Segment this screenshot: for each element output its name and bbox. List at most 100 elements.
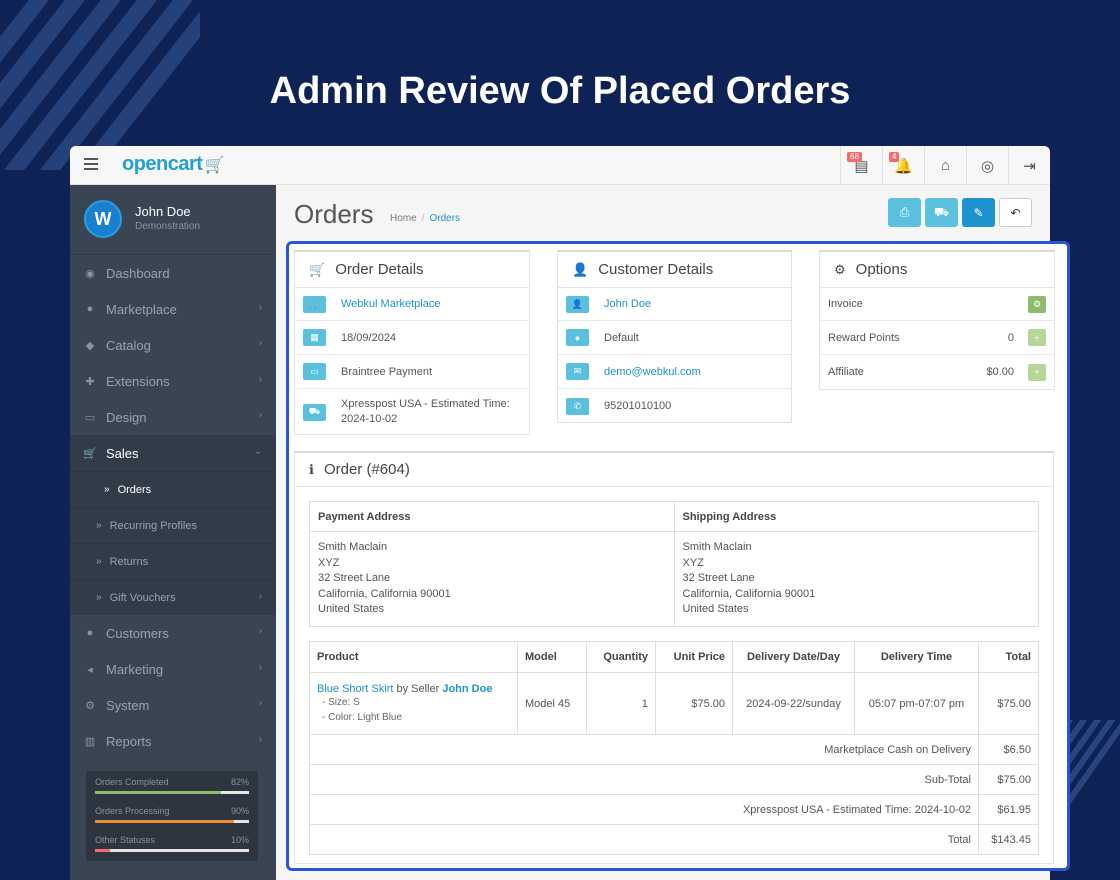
nav-extensions[interactable]: ✚ Extensions ›: [70, 363, 276, 399]
sidebar: W John Doe Demonstration ◉ Dashboard ● Mar…: [70, 185, 276, 880]
top-bar: opencart 🛒 68 ▤ 4 🔔 ⌂ ◎ ⇥: [70, 146, 1050, 185]
nav-sales-returns[interactable]: » Returns: [70, 543, 276, 579]
page-actions: ⎙ ⛟ ✎ ↶: [888, 198, 1032, 227]
user-icon: ●: [86, 627, 94, 639]
store-alerts-icon[interactable]: 68 ▤: [840, 146, 882, 185]
truck-icon: ⛟: [933, 204, 950, 219]
customer-email-link[interactable]: demo@webkul.com: [604, 365, 701, 378]
nav-dashboard[interactable]: ◉ Dashboard: [70, 255, 276, 291]
address-table: Payment Address Shipping Address Smith M…: [309, 501, 1039, 627]
store-link[interactable]: Webkul Marketplace: [341, 298, 441, 310]
user-profile[interactable]: W John Doe Demonstration: [70, 185, 276, 255]
payment-address: Smith Maclain XYZ 32 Street Lane California…: [309, 531, 675, 627]
stat-bar-fill: [95, 820, 234, 823]
product-link[interactable]: Blue Short Skirt: [317, 682, 394, 695]
generate-invoice-button[interactable]: ⚙: [1028, 295, 1046, 313]
col-unit-price: Unit Price: [655, 641, 733, 673]
dashboard-icon: ◉: [85, 267, 95, 280]
table-row: Blue Short Skirt by Seller John Doe - Si…: [309, 672, 1039, 735]
edit-button[interactable]: ✎: [962, 198, 995, 227]
page-title: Orders: [294, 199, 374, 229]
product-cell: Blue Short Skirt by Seller John Doe - Si…: [309, 672, 518, 735]
logout-icon[interactable]: ⇥: [1008, 146, 1050, 185]
nav-reports[interactable]: ▥ Reports ›: [70, 723, 276, 759]
order-stats: Orders Completed 82% Orders Processing 9…: [86, 771, 258, 861]
breadcrumb-home[interactable]: Home: [390, 213, 417, 224]
double-chevron-icon: »: [96, 592, 102, 603]
totals-label: Marketplace Cash on Delivery: [309, 734, 979, 765]
bell-icon[interactable]: 4 🔔: [882, 146, 924, 185]
print-icon: ⎙: [899, 205, 910, 219]
nav-marketing[interactable]: ◂ Marketing ›: [70, 651, 276, 687]
seller-link[interactable]: John Doe: [442, 682, 493, 695]
nav-sales-orders[interactable]: » Orders: [70, 471, 276, 507]
product-total: $75.00: [978, 672, 1039, 735]
bar-chart-icon: ▥: [84, 735, 96, 748]
stat-bar-fill: [95, 849, 111, 852]
breadcrumb-current[interactable]: Orders: [429, 213, 461, 224]
totals-row: Marketplace Cash on Delivery $6.50: [309, 734, 1039, 765]
totals-value: $143.45: [978, 824, 1039, 855]
user-name: John Doe: [135, 204, 191, 219]
chevron-right-icon: ›: [258, 338, 262, 349]
group-icon[interactable]: ●: [566, 329, 589, 346]
date-added: 18/09/2024: [341, 331, 397, 344]
chevron-right-icon: ›: [258, 662, 262, 673]
print-invoice-button[interactable]: ⎙: [888, 198, 921, 227]
opencart-logo[interactable]: opencart 🛒: [122, 153, 224, 175]
home-icon[interactable]: ⌂: [924, 146, 966, 185]
col-model: Model: [517, 641, 587, 673]
totals-row: Total $143.45: [309, 824, 1039, 855]
col-quantity: Quantity: [586, 641, 656, 673]
product-quantity: 1: [586, 672, 656, 735]
chevron-right-icon: ›: [258, 302, 262, 313]
print-shipping-button[interactable]: ⛟: [925, 198, 958, 227]
reply-icon: ↶: [1010, 205, 1021, 220]
options-title: Options: [855, 261, 908, 278]
shipping-method: Xpresspost USA - Estimated Time: 2024-10-…: [341, 398, 510, 425]
help-icon[interactable]: ◎: [966, 146, 1008, 185]
col-delivery-date: Delivery Date/Day: [732, 641, 855, 673]
shipping-address-heading: Shipping Address: [673, 501, 1039, 532]
add-reward-button[interactable]: +: [1028, 329, 1046, 346]
customer-name-link[interactable]: John Doe: [604, 298, 652, 310]
nav-system[interactable]: ⚙ System ›: [70, 687, 276, 723]
stat-item: Orders Processing 90%: [95, 806, 249, 826]
chevron-right-icon: ›: [258, 626, 262, 637]
totals-value: $6.50: [978, 734, 1039, 765]
store-button[interactable]: 🛒: [303, 295, 326, 313]
back-button[interactable]: ↶: [999, 198, 1032, 227]
calendar-icon[interactable]: ▦: [303, 329, 326, 346]
double-chevron-icon: »: [96, 520, 102, 531]
product-unit-price: $75.00: [655, 672, 733, 735]
envelope-icon[interactable]: ✉: [566, 363, 589, 380]
avatar: W: [84, 200, 122, 238]
invoice-label: Invoice: [828, 298, 863, 310]
nav-sales-vouchers[interactable]: » Gift Vouchers ›: [70, 579, 276, 615]
credit-card-icon[interactable]: ▭: [303, 363, 326, 380]
nav-customers[interactable]: ● Customers ›: [70, 615, 276, 651]
nav-sales[interactable]: 🛒 Sales ⌄: [70, 435, 276, 471]
nav-marketplace[interactable]: ● Marketplace ›: [70, 291, 276, 327]
nav-design[interactable]: ▭ Design ›: [70, 399, 276, 435]
cart-logo-icon: 🛒: [204, 157, 224, 174]
totals-label: Xpresspost USA - Estimated Time: 2024-10…: [309, 794, 979, 825]
add-commission-button[interactable]: +: [1028, 363, 1046, 381]
product-option-color: - Color: Light Blue: [322, 711, 403, 723]
chevron-right-icon: ›: [258, 591, 262, 602]
gear-icon: ⚙: [834, 261, 846, 277]
gear-icon: ⚙: [85, 699, 95, 712]
user-button[interactable]: 👤: [566, 295, 589, 313]
monitor-icon: ▭: [84, 411, 96, 424]
totals-row: Sub-Total $75.00: [309, 764, 1039, 795]
menu-toggle-icon[interactable]: [84, 158, 98, 170]
col-total: Total: [978, 641, 1039, 673]
phone-icon[interactable]: ✆: [566, 397, 589, 415]
nav-sales-recurring[interactable]: » Recurring Profiles: [70, 507, 276, 543]
payment-method: Braintree Payment: [341, 365, 433, 378]
customer-details-title: Customer Details: [598, 261, 714, 278]
truck-icon[interactable]: ⛟: [303, 403, 326, 421]
order-title: Order (#604): [323, 461, 410, 478]
nav-catalog[interactable]: ◆ Catalog ›: [70, 327, 276, 363]
payment-address-heading: Payment Address: [309, 501, 675, 532]
